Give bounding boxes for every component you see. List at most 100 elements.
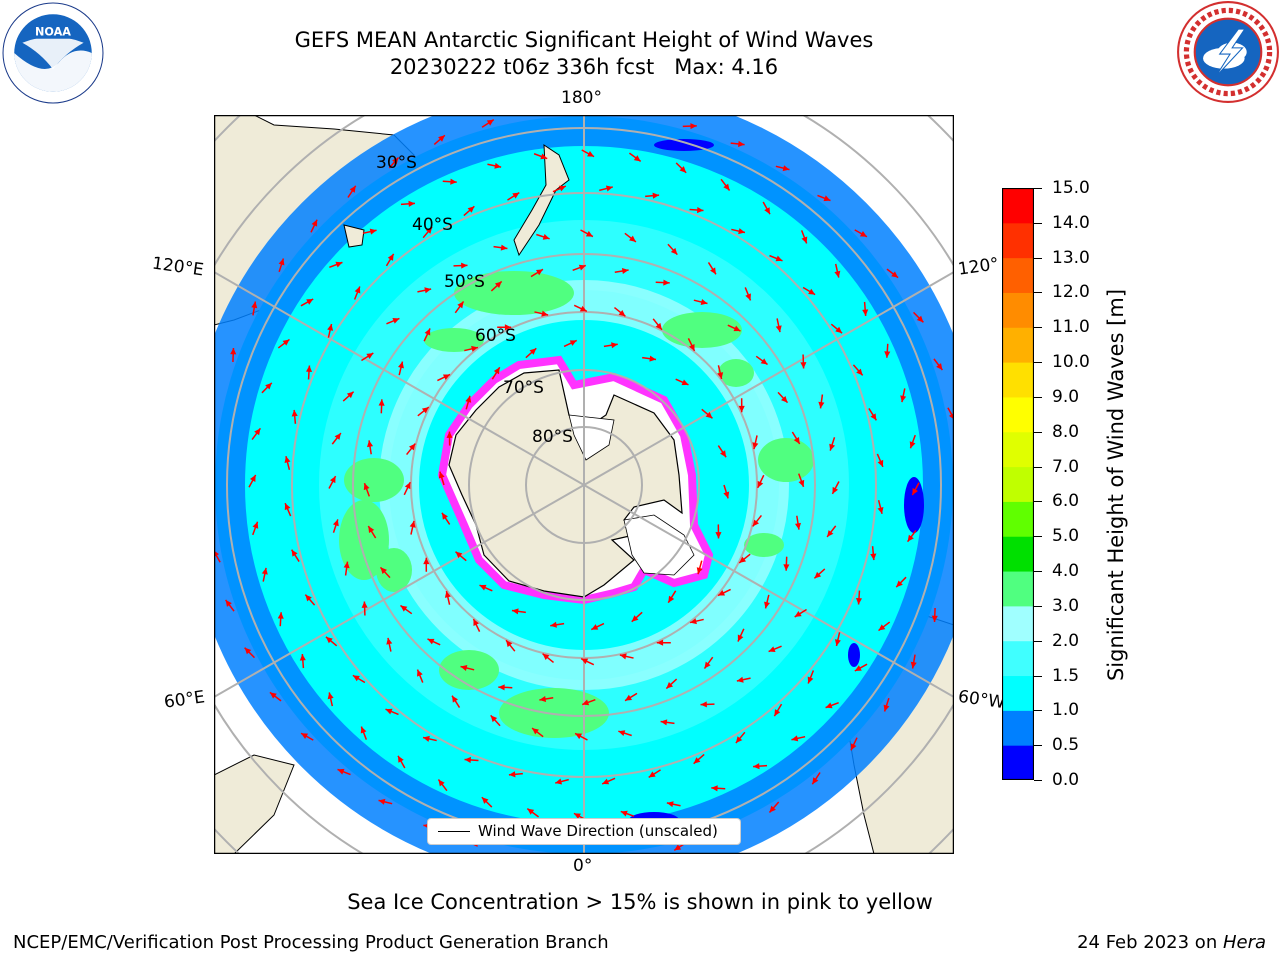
wind-wave-arrowhead (948, 413, 954, 420)
wind-wave-arrowhead (582, 699, 590, 706)
wind-wave-arrowhead (512, 192, 520, 199)
wind-wave-arrowhead (214, 550, 220, 557)
lon-label-0: 0° (573, 856, 593, 876)
footer-machine: Hera (1222, 932, 1266, 953)
colorbar-tick-label: 13.0 (1052, 247, 1090, 268)
wind-wave-arrowhead (798, 479, 805, 487)
wind-wave-arrowhead (332, 519, 339, 527)
wind-wave-arrowhead (711, 785, 718, 792)
wind-wave-arrowhead (764, 601, 770, 609)
wind-wave-arrowhead (753, 763, 760, 770)
wind-wave-arrowhead (738, 228, 745, 235)
wind-wave-arrowhead (668, 595, 675, 603)
colorbar-segment (1002, 431, 1034, 468)
wind-wave-arrowhead (855, 598, 863, 605)
polar-map: 30°S 40°S 50°S 60°S 70°S 80°S (214, 115, 954, 854)
wind-wave-arrowhead (542, 233, 550, 240)
wind-wave-arrowhead (249, 474, 256, 482)
colorbar-tick-mark (1034, 292, 1042, 294)
wind-wave-arrowhead (737, 634, 744, 642)
wind-wave-arrowhead (791, 735, 799, 742)
land-africa (214, 754, 295, 854)
wind-wave-arrowhead (620, 810, 628, 817)
wind-wave-arrowhead (417, 669, 423, 677)
wind-wave-arrowhead (690, 618, 697, 625)
wind-wave-arrowhead (467, 206, 475, 213)
wind-wave-arrowhead (579, 305, 587, 312)
wind-wave-arrowhead (460, 665, 468, 671)
wind-wave-arrowhead (363, 483, 370, 491)
wind-wave-arrowhead (291, 409, 298, 417)
wind-wave-arrowhead (550, 621, 557, 628)
wind-wave-arrowhead (818, 401, 825, 409)
wind-wave-arrowhead (284, 456, 291, 464)
wind-wave-arrowhead (392, 318, 400, 324)
wind-wave-arrowhead (656, 639, 664, 646)
wind-wave-arrowhead (739, 556, 747, 563)
wind-wave-arrowhead (774, 709, 781, 717)
wind-wave-arrowhead (335, 261, 343, 268)
wind-wave-arrowhead (704, 661, 711, 669)
wind-wave-arrowhead (878, 624, 886, 631)
colorbar-tick-label: 8.0 (1052, 421, 1080, 442)
wind-wave-arrowhead (404, 482, 411, 490)
wind-wave-arrowhead (542, 653, 550, 661)
wind-wave-arrowhead (378, 399, 385, 406)
wind-wave-arrowhead (931, 615, 938, 623)
wind-wave-arrowhead (265, 382, 272, 390)
colorbar-tick-label: 14.0 (1052, 212, 1090, 233)
wind-wave-arrowhead (500, 244, 508, 251)
colorbar-tick-mark (1034, 501, 1042, 503)
wind-wave-arrowhead (585, 230, 593, 237)
wind-wave-arrowhead (278, 258, 285, 266)
wind-wave-arrowhead (936, 363, 943, 371)
longitude-gridlines (214, 115, 954, 854)
wind-wave-arrowhead (621, 268, 629, 275)
wind-wave-arrowhead (282, 339, 290, 346)
wind-wave-arrowhead (910, 661, 917, 669)
colorbar-tick-mark (1034, 745, 1042, 747)
wind-wave-arrowhead (884, 351, 891, 358)
colorbar-tick-mark (1034, 675, 1042, 677)
wind-wave-arrowhead (870, 413, 877, 421)
wind-wave-arrowhead (444, 591, 451, 598)
footer-credit: NCEP/EMC/Verification Post Processing Pr… (13, 932, 609, 953)
wind-wave-arrowhead (504, 324, 512, 331)
colorbar-tick-label: 5.0 (1052, 526, 1080, 547)
colorbar-tick-mark (1034, 257, 1042, 259)
wind-wave-arrowhead (912, 488, 919, 496)
wind-wave-arrowhead (591, 624, 599, 630)
wind-wave-arrowhead (752, 442, 759, 450)
map-legend: Wind Wave Direction (unscaled) (427, 818, 741, 845)
wind-wave-arrowhead (400, 605, 408, 612)
colorbar-tick-mark (1034, 710, 1042, 712)
legend-label: Wind Wave Direction (unscaled) (478, 822, 718, 840)
wind-wave-arrowhead (618, 309, 626, 317)
lon-label-60w: 60°W (956, 686, 1007, 714)
wind-wave-arrowhead (291, 549, 298, 557)
colorbar-tick-label: 4.0 (1052, 561, 1080, 582)
wind-wave-arrowhead (427, 638, 435, 645)
colorbar-tick-label: 2.0 (1052, 630, 1080, 651)
colorbar-tick-mark (1034, 396, 1042, 398)
colorbar-segment (1002, 327, 1034, 363)
wind-wave-arrowhead (327, 324, 334, 331)
wind-wave-arrowhead (360, 726, 367, 734)
wind-wave-arrowhead (690, 123, 697, 130)
wind-wave-arrowhead (368, 526, 375, 534)
wind-wave-arrowhead (386, 637, 393, 645)
colorbar-tick-label: 0.0 (1052, 770, 1080, 790)
colorbar-segment (1002, 605, 1034, 642)
wind-wave-arrowhead (438, 779, 445, 787)
colorbar-tick-mark (1034, 780, 1042, 781)
wind-wave-arrowhead (769, 805, 776, 813)
colorbar-tick-mark (1034, 571, 1042, 573)
wind-wave-arrowhead (409, 520, 416, 528)
wind-wave-arrowhead (705, 411, 713, 419)
wind-wave-arrowhead (652, 192, 660, 199)
wind-wave-arrowhead (883, 704, 890, 712)
wind-wave-arrowhead (775, 255, 783, 262)
wind-wave-arrowhead (535, 269, 543, 276)
wind-wave-arrowhead (446, 431, 453, 438)
colorbar-tick-label: 9.0 (1052, 386, 1080, 407)
